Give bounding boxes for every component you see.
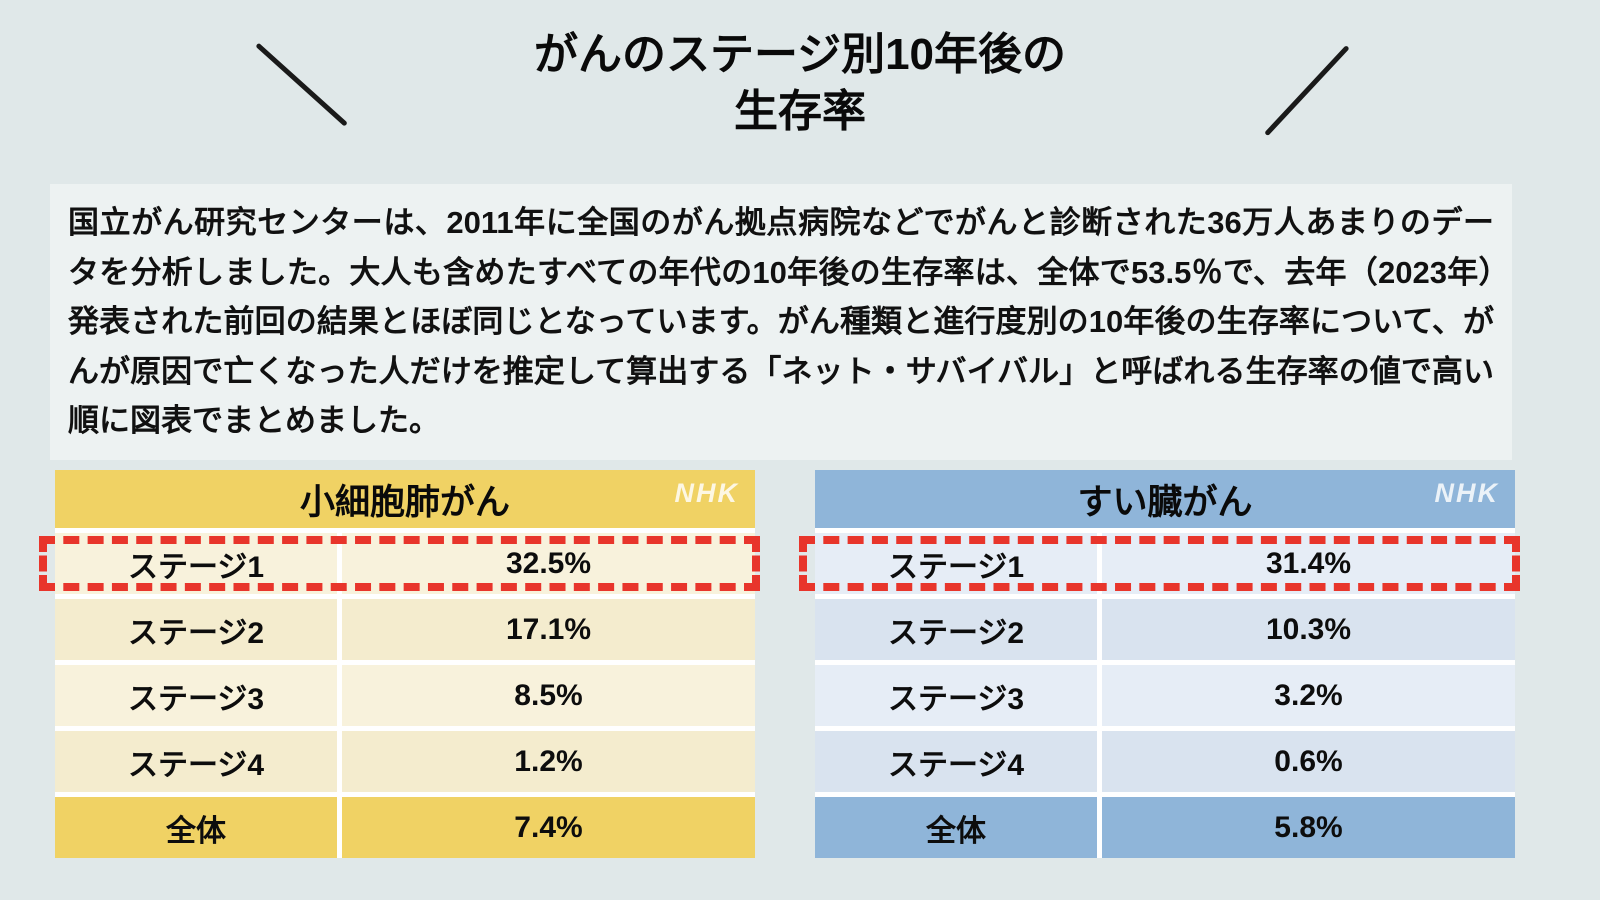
table-row-stage4: ステージ4 0.6% [815,726,1515,792]
table-pancreatic-cancer: すい臓がん NHK ステージ1 31.4% ステージ2 10.3% ステージ3 … [799,470,1520,858]
table-small-cell-lung-cancer: 小細胞肺がん NHK ステージ1 32.5% ステージ2 17.1% ステージ3… [39,470,760,858]
table-header: 小細胞肺がん NHK [55,470,755,528]
row-label: ステージ3 [815,665,1102,726]
description-text: 国立がん研究センターは、2011年に全国のがん拠点病院などでがんと診断された36… [50,184,1512,460]
row-label: ステージ1 [815,533,1102,594]
page-title: がんのステージ別10年後の 生存率 [0,26,1600,140]
row-value: 1.2% [514,744,583,778]
table-body: ステージ1 31.4% ステージ2 10.3% ステージ3 3.2% ステージ4… [799,528,1520,858]
row-label: ステージ2 [55,599,342,660]
table-row-stage1: ステージ1 31.4% [799,528,1520,594]
row-value: 10.3% [1265,612,1352,646]
row-label: 全体 [55,797,342,858]
table-row-total: 全体 5.8% [815,792,1515,858]
page-title-line1: がんのステージ別10年後の [533,30,1067,79]
nhk-watermark: NHK [1434,478,1499,508]
page-title-line2: 生存率 [734,87,866,137]
row-value: 32.5% [505,546,592,580]
row-label: ステージ4 [815,731,1102,792]
row-value: 0.6% [1274,744,1343,778]
row-label: ステージ3 [55,665,342,726]
row-value: 5.8% [1274,810,1343,844]
table-row-stage1: ステージ1 32.5% [39,528,760,594]
row-value: 8.5% [514,678,583,712]
table-row-total: 全体 7.4% [55,792,755,858]
row-value: 7.4% [514,810,583,844]
row-label: ステージ2 [815,599,1102,660]
table-header: すい臓がん NHK [815,470,1515,528]
row-label: ステージ1 [55,533,342,594]
table-row-stage2: ステージ2 10.3% [815,594,1515,660]
table-row-stage3: ステージ3 8.5% [55,660,755,726]
table-row-stage4: ステージ4 1.2% [55,726,755,792]
nhk-watermark: NHK [674,478,739,508]
table-body: ステージ1 32.5% ステージ2 17.1% ステージ3 8.5% ステージ4… [39,528,760,858]
table-title: すい臓がん [1077,482,1253,522]
row-value: 17.1% [505,612,592,646]
row-label: 全体 [815,797,1102,858]
row-label: ステージ4 [55,731,342,792]
table-title: 小細胞肺がん [299,482,510,522]
table-row-stage3: ステージ3 3.2% [815,660,1515,726]
row-value: 31.4% [1265,546,1352,580]
table-row-stage2: ステージ2 17.1% [55,594,755,660]
row-value: 3.2% [1274,678,1343,712]
